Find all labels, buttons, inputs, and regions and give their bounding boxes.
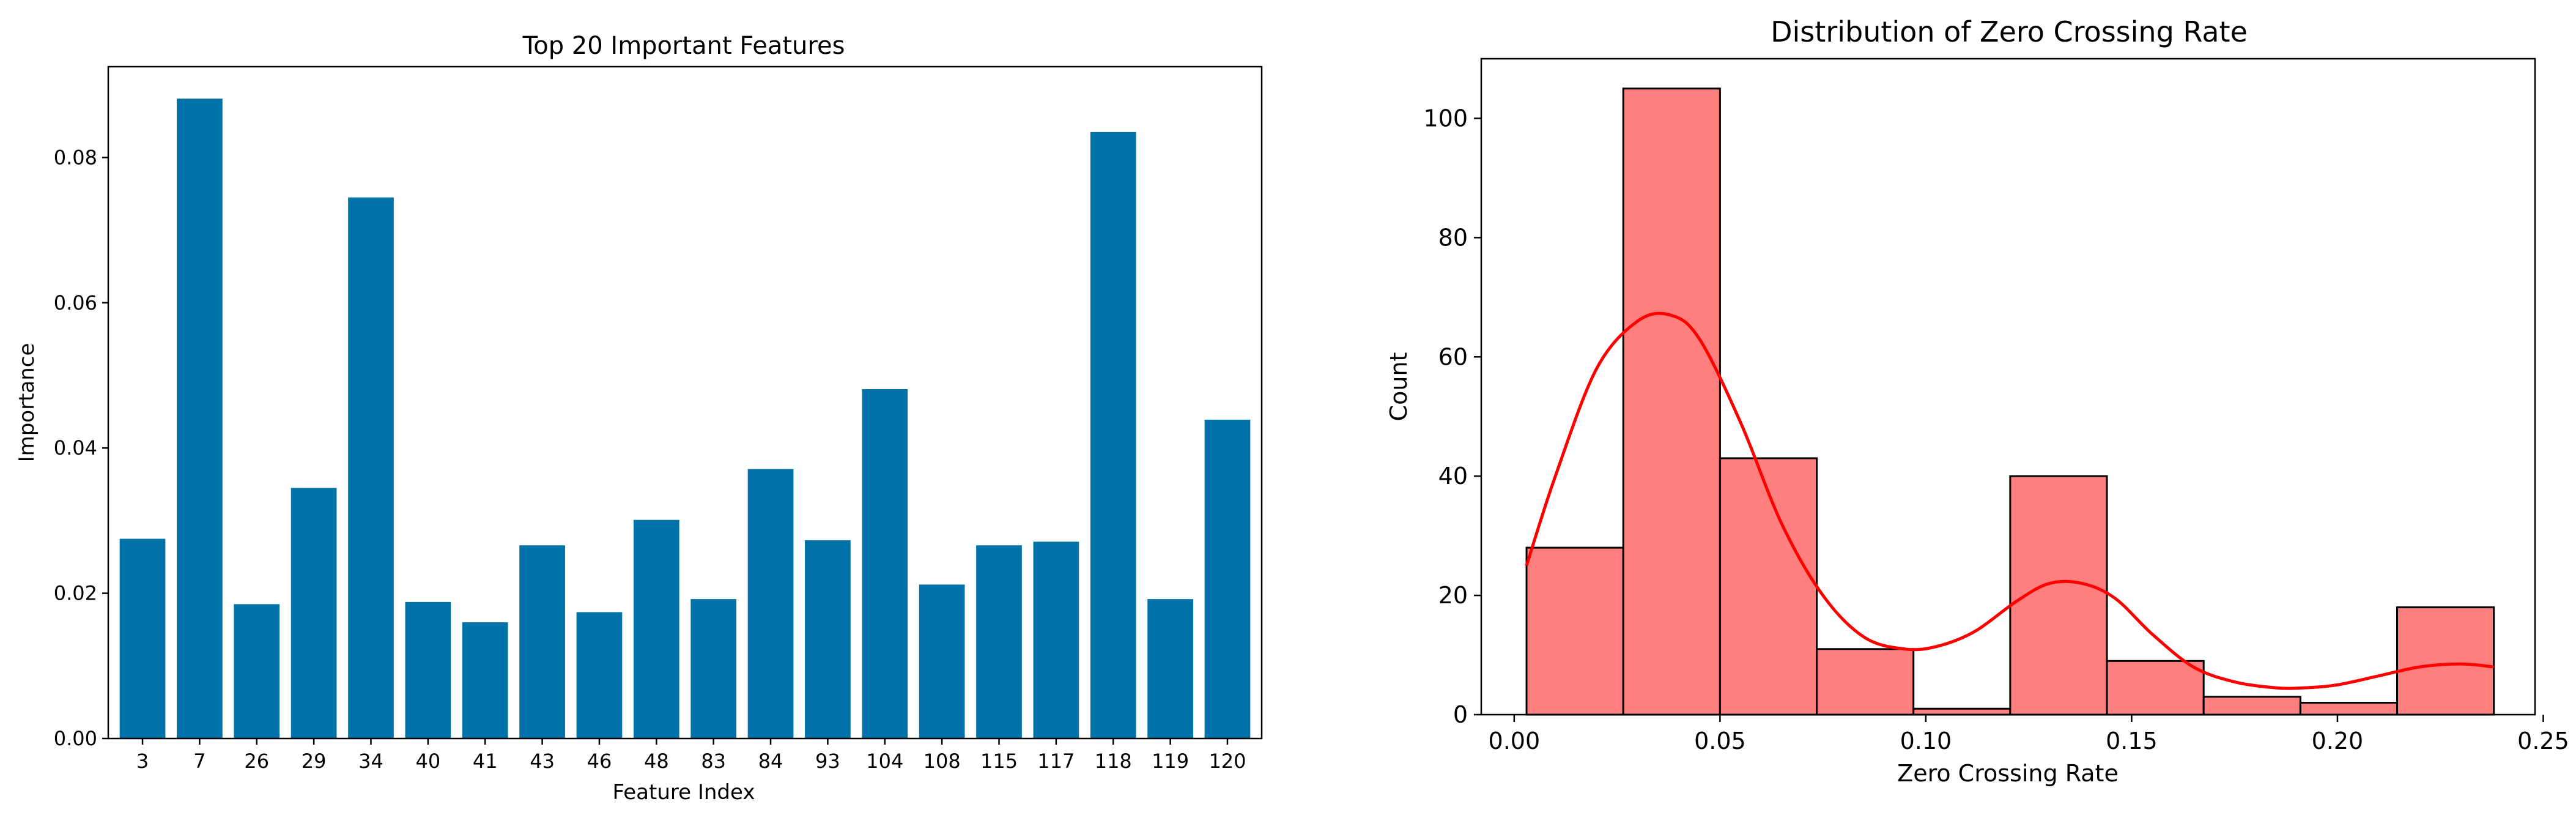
y-tick-label: 40 bbox=[1438, 463, 1468, 489]
chart-title: Top 20 Important Features bbox=[522, 32, 845, 60]
x-axis-label: Zero Crossing Rate bbox=[1897, 760, 2119, 787]
bar bbox=[919, 584, 965, 739]
y-tick-label: 0.06 bbox=[54, 291, 97, 314]
histogram-bar bbox=[1525, 546, 1624, 716]
x-tick-label: 43 bbox=[530, 750, 555, 773]
bar bbox=[119, 538, 166, 739]
bar bbox=[234, 604, 280, 739]
histogram-bar bbox=[2299, 702, 2399, 716]
x-tick-label: 115 bbox=[980, 750, 1018, 773]
bar bbox=[747, 469, 794, 739]
bar bbox=[177, 99, 223, 739]
bar bbox=[519, 545, 565, 739]
histogram-bar bbox=[1816, 648, 1915, 716]
x-tick-label: 7 bbox=[193, 750, 205, 773]
x-axis-ticks: 0.00 0.05 0.10 0.15 0.20 0.25 bbox=[1489, 715, 2569, 754]
histogram-bar-group bbox=[1525, 87, 2495, 716]
x-tick-label: 0.00 bbox=[1489, 728, 1541, 754]
x-tick-label: 0.05 bbox=[1694, 728, 1746, 754]
bar bbox=[976, 545, 1022, 739]
x-tick-label: 0.20 bbox=[2312, 728, 2364, 754]
bar bbox=[348, 197, 394, 739]
x-axis-label: Feature Index bbox=[613, 780, 755, 805]
kde-curve bbox=[1525, 311, 2494, 690]
y-tick-label: 0.02 bbox=[54, 582, 97, 605]
bar bbox=[576, 612, 623, 739]
bar bbox=[1147, 599, 1193, 739]
plot-frame bbox=[1480, 58, 2536, 716]
histogram-bar bbox=[2202, 696, 2301, 716]
bar bbox=[462, 622, 508, 739]
chart-title: Distribution of Zero Crossing Rate bbox=[1771, 15, 2248, 48]
x-tick-label: 26 bbox=[244, 750, 269, 773]
y-axis-ticks: 0.00 0.02 0.04 0.06 0.08 bbox=[54, 146, 108, 750]
x-tick-label: 41 bbox=[473, 750, 498, 773]
histogram-bar bbox=[2396, 606, 2495, 716]
x-tick-label: 118 bbox=[1095, 750, 1132, 773]
histogram-bar bbox=[1622, 87, 1721, 716]
bar bbox=[1033, 541, 1079, 739]
bar bbox=[633, 519, 679, 739]
x-tick-label: 46 bbox=[587, 750, 612, 773]
histogram-bar bbox=[1912, 707, 2012, 716]
y-tick-label: 20 bbox=[1438, 582, 1468, 609]
x-tick-label: 40 bbox=[415, 750, 440, 773]
plot-frame bbox=[107, 65, 1263, 740]
zero-crossing-rate-histogram: Distribution of Zero Crossing Rate 0 20 40… bbox=[1385, 15, 2569, 787]
y-tick-label: 0.00 bbox=[54, 727, 97, 750]
y-tick-label: 100 bbox=[1423, 105, 1468, 132]
x-axis-ticks: 3 7 26 29 34 40 41 43 46 48 83 84 93 104 108 115 117 118 1… bbox=[136, 739, 1246, 773]
x-tick-label: 83 bbox=[701, 750, 726, 773]
x-tick-label: 119 bbox=[1152, 750, 1189, 773]
x-tick-label: 120 bbox=[1208, 750, 1246, 773]
bar-group bbox=[119, 99, 1251, 739]
y-tick-label: 0 bbox=[1453, 701, 1468, 728]
x-tick-label: 93 bbox=[815, 750, 840, 773]
bar bbox=[1204, 419, 1251, 739]
x-tick-label: 0.15 bbox=[2106, 728, 2158, 754]
bar bbox=[1090, 132, 1136, 739]
bar bbox=[291, 488, 337, 739]
x-tick-label: 108 bbox=[923, 750, 961, 773]
x-tick-label: 0.10 bbox=[1900, 728, 1952, 754]
y-tick-label: 0.08 bbox=[54, 146, 97, 169]
histogram-bar bbox=[2106, 660, 2205, 716]
bar bbox=[690, 599, 737, 739]
feature-importance-chart: Top 20 Important Features 0.000.020.040.… bbox=[15, 32, 1263, 805]
x-tick-label: 104 bbox=[866, 750, 903, 773]
x-tick-label: 84 bbox=[758, 750, 783, 773]
y-tick-label: 80 bbox=[1438, 224, 1468, 251]
x-tick-label: 34 bbox=[358, 750, 383, 773]
x-tick-label: 0.25 bbox=[2517, 728, 2569, 754]
histogram-bar bbox=[1719, 457, 1818, 716]
y-axis-ticks: 0 20 40 60 80 100 bbox=[1423, 105, 1481, 728]
bar bbox=[405, 601, 451, 739]
y-tick-label: 0.04 bbox=[54, 436, 97, 460]
bar bbox=[862, 389, 908, 739]
bar bbox=[805, 540, 851, 739]
x-tick-label: 48 bbox=[644, 750, 669, 773]
x-tick-label: 3 bbox=[136, 750, 149, 773]
x-tick-label: 117 bbox=[1037, 750, 1075, 773]
y-tick-label: 60 bbox=[1438, 343, 1468, 370]
x-tick-label: 29 bbox=[302, 750, 327, 773]
y-axis-label: Importance bbox=[15, 343, 39, 463]
y-axis-label: Count bbox=[1385, 352, 1412, 422]
